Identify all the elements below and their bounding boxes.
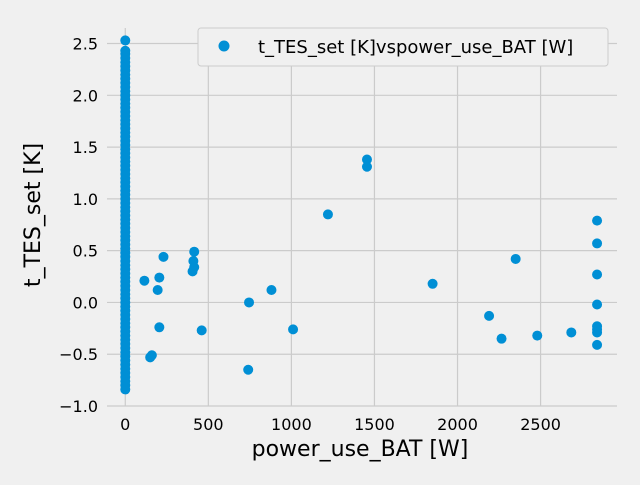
data-point	[361, 154, 372, 165]
data-point	[152, 285, 163, 296]
x-tick-label: 1500	[354, 415, 395, 434]
data-point	[120, 45, 131, 56]
tick-labels: 0 500 1000 1500 2000 2500 −1.0 −0.5 0.0 0.5 1.0 1.5…	[59, 35, 561, 434]
y-axis-label: t_TES_set [K]	[21, 143, 46, 287]
y-tick-label: 0.0	[73, 293, 98, 312]
data-point	[187, 266, 198, 277]
legend: t_TES_set [K]vspower_use_BAT [W]	[197, 27, 609, 67]
data-point	[266, 285, 277, 296]
data-point	[566, 327, 577, 338]
y-tick-label: 2.5	[73, 35, 98, 54]
data-point	[146, 350, 157, 361]
data-point	[592, 215, 603, 226]
data-point	[120, 35, 131, 46]
data-point	[189, 246, 200, 257]
y-tick-label: 1.0	[73, 190, 98, 209]
data-point	[244, 297, 255, 308]
x-tick-label: 2500	[520, 415, 561, 434]
data-point	[288, 324, 299, 335]
data-point	[196, 325, 207, 336]
data-point	[484, 310, 495, 321]
data-point	[154, 322, 165, 333]
data-point	[243, 364, 254, 375]
legend-label: t_TES_set [K]vspower_use_BAT [W]	[258, 37, 573, 58]
data-point	[154, 272, 165, 283]
y-tick-label: 2.0	[73, 86, 98, 105]
data-point	[592, 269, 603, 280]
x-tick-label: 0	[120, 415, 130, 434]
data-point	[592, 339, 603, 350]
data-point	[322, 209, 333, 220]
data-point	[592, 327, 603, 338]
data-point	[592, 238, 603, 249]
legend-box	[197, 27, 609, 67]
y-tick-label: 0.5	[73, 242, 98, 261]
x-tick-label: 500	[193, 415, 224, 434]
data-point	[510, 253, 521, 264]
data-point	[361, 161, 372, 172]
data-point	[496, 333, 507, 344]
x-tick-label: 2000	[437, 415, 478, 434]
data-point	[532, 330, 543, 341]
y-tick-label: −0.5	[59, 345, 98, 364]
data-points	[120, 35, 603, 395]
y-tick-label: 1.5	[73, 138, 98, 157]
data-point	[427, 278, 438, 289]
x-axis-label: power_use_BAT [W]	[252, 437, 469, 462]
data-point	[139, 275, 150, 286]
x-tick-label: 1000	[271, 415, 312, 434]
data-point	[158, 251, 169, 262]
y-tick-label: −1.0	[59, 397, 98, 416]
legend-marker	[218, 40, 230, 52]
data-point	[592, 299, 603, 310]
